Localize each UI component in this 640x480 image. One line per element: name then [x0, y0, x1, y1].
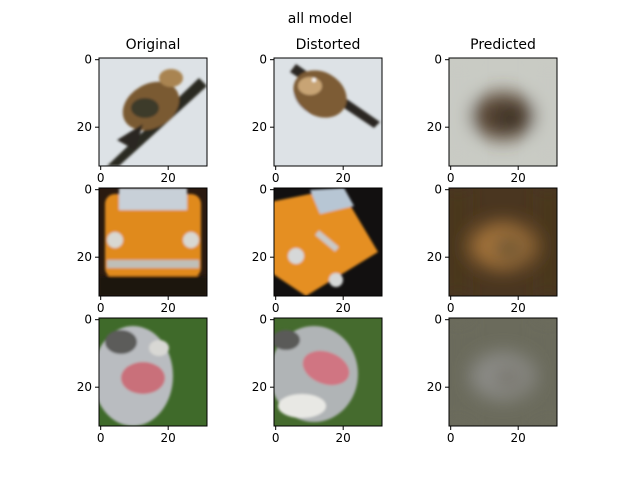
- panel-orange-car-distorted: 0 20 0 20: [252, 183, 383, 315]
- x-tick-label: 0: [447, 431, 455, 445]
- y-tick-label: 20: [252, 380, 267, 394]
- x-tick-label: 0: [97, 171, 105, 185]
- image-distorted: [274, 318, 382, 426]
- y-tick-label: 0: [259, 53, 267, 67]
- y-tick-label: 0: [434, 53, 442, 67]
- x-tick-label: 20: [511, 171, 526, 185]
- panel-orange-car-predicted: 0 20 0 20: [427, 183, 558, 315]
- y-tick-label: 0: [434, 313, 442, 327]
- panel-dog-predicted: 0 20 0 20: [427, 313, 558, 445]
- x-tick-label: 20: [336, 431, 351, 445]
- y-tick-label: 20: [252, 120, 267, 134]
- x-tick-label: 0: [272, 301, 280, 315]
- x-tick-label: 0: [97, 431, 105, 445]
- axes-frame: [273, 57, 383, 167]
- y-tick-label: 20: [77, 380, 92, 394]
- panel-orange-car-original: 0 20 0 20: [77, 183, 208, 315]
- image-panels: Original Distorted Predicted 0 20 0 20 0 20 0 20 0 2…: [77, 37, 558, 445]
- x-tick-label: 20: [511, 301, 526, 315]
- image-predicted: [449, 58, 557, 166]
- image-original: [99, 188, 207, 296]
- y-tick-label: 20: [427, 120, 442, 134]
- panel-bird-original: 0 20 0 20: [77, 53, 208, 185]
- image-predicted: [449, 318, 557, 426]
- x-tick-label: 20: [161, 431, 176, 445]
- axes-frame: [98, 57, 208, 167]
- x-tick-label: 0: [447, 171, 455, 185]
- image-original: [99, 318, 207, 426]
- x-tick-label: 0: [97, 301, 105, 315]
- axes-frame: [98, 187, 208, 297]
- column-title-predicted: Predicted: [470, 37, 536, 53]
- x-tick-label: 0: [272, 431, 280, 445]
- image-predicted: [449, 188, 557, 296]
- y-tick-label: 0: [434, 183, 442, 197]
- x-tick-label: 20: [511, 431, 526, 445]
- figure-title: all model: [288, 11, 352, 27]
- x-tick-label: 20: [161, 171, 176, 185]
- y-tick-label: 0: [259, 313, 267, 327]
- column-title-original: Original: [126, 37, 181, 53]
- y-tick-label: 0: [84, 53, 92, 67]
- axes-frame: [448, 57, 558, 167]
- image-original: [99, 58, 207, 166]
- y-tick-label: 0: [84, 183, 92, 197]
- x-tick-label: 0: [447, 301, 455, 315]
- y-tick-label: 20: [427, 250, 442, 264]
- axes-frame: [448, 187, 558, 297]
- y-tick-label: 20: [252, 250, 267, 264]
- image-distorted: [274, 58, 382, 166]
- x-tick-label: 20: [336, 171, 351, 185]
- axes-frame: [273, 317, 383, 427]
- y-tick-label: 20: [427, 380, 442, 394]
- x-tick-label: 20: [336, 301, 351, 315]
- panel-dog-original: 0 20 0 20: [77, 313, 208, 445]
- y-tick-label: 0: [259, 183, 267, 197]
- panel-dog-distorted: 0 20 0 20: [252, 313, 383, 445]
- y-tick-label: 0: [84, 313, 92, 327]
- x-tick-label: 0: [272, 171, 280, 185]
- y-tick-label: 20: [77, 120, 92, 134]
- axes-frame: [273, 187, 383, 297]
- column-title-distorted: Distorted: [296, 37, 361, 53]
- panel-bird-predicted: 0 20 0 20: [427, 53, 558, 185]
- y-tick-label: 20: [77, 250, 92, 264]
- panel-bird-distorted: 0 20 0 20: [252, 53, 383, 185]
- axes-frame: [98, 317, 208, 427]
- x-tick-label: 20: [161, 301, 176, 315]
- image-distorted: [274, 188, 382, 296]
- axes-frame: [448, 317, 558, 427]
